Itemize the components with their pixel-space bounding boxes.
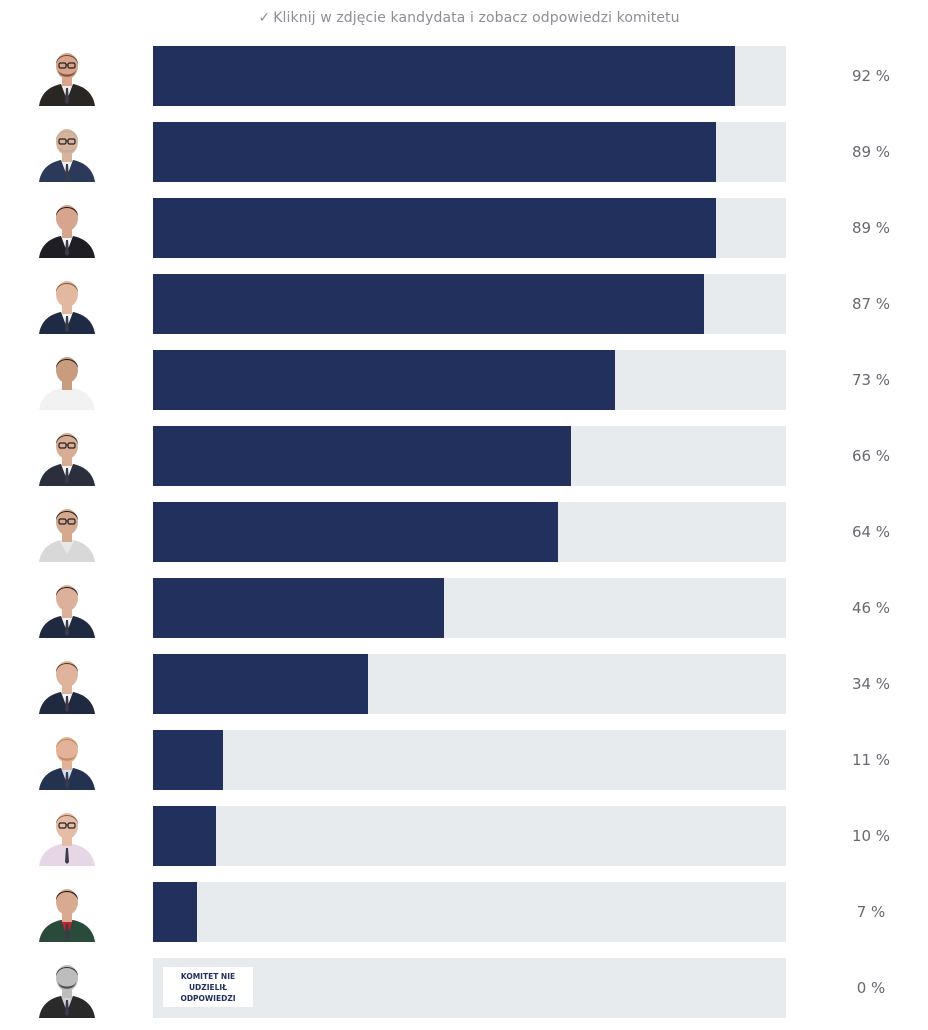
candidate-row: 92 % (0, 46, 928, 106)
bar-track (153, 730, 786, 790)
bar (153, 122, 717, 182)
percent-label: 46 % (851, 599, 891, 617)
candidate-row: 46 % (0, 578, 928, 638)
bar-track (153, 198, 786, 258)
bar-track (153, 578, 786, 638)
bar (153, 578, 445, 638)
check-icon: ✓ (258, 10, 271, 26)
bar-track: KOMITET NIE UDZIELIŁ ODPOWIEDZI (153, 958, 786, 1018)
bar (153, 730, 223, 790)
candidate-photo[interactable] (37, 730, 97, 790)
bar (153, 274, 704, 334)
bar (153, 806, 217, 866)
candidate-row: 10 % (0, 806, 928, 866)
percent-label: 11 % (851, 751, 891, 769)
candidate-photo[interactable] (37, 274, 97, 334)
percent-label: 34 % (851, 675, 891, 693)
bar-track (153, 350, 786, 410)
candidate-row: 11 % (0, 730, 928, 790)
percent-label: 89 % (851, 143, 891, 161)
candidate-photo[interactable] (37, 882, 97, 942)
candidate-row: 89 % (0, 198, 928, 258)
bar (153, 502, 559, 562)
candidate-row: 66 % (0, 426, 928, 486)
candidate-photo[interactable] (37, 122, 97, 182)
candidate-photo[interactable] (37, 806, 97, 866)
percent-label: 87 % (851, 295, 891, 313)
no-answer-label: KOMITET NIE UDZIELIŁ ODPOWIEDZI (163, 967, 253, 1007)
bar (153, 46, 736, 106)
bar (153, 654, 369, 714)
candidate-photo[interactable] (37, 198, 97, 258)
bar-track (153, 882, 786, 942)
bar-track (153, 122, 786, 182)
bar (153, 426, 571, 486)
bar (153, 350, 616, 410)
instruction-hint: ✓ Kliknij w zdjęcie kandydata i zobacz od… (0, 10, 928, 26)
candidate-photo[interactable] (37, 46, 97, 106)
candidate-photo[interactable] (37, 958, 97, 1018)
candidate-row: 7 % (0, 882, 928, 942)
bar-track (153, 806, 786, 866)
candidate-photo[interactable] (37, 426, 97, 486)
percent-label: 0 % (856, 979, 886, 997)
bar-track (153, 502, 786, 562)
instruction-text: Kliknij w zdjęcie kandydata i zobacz odp… (273, 10, 680, 26)
percent-label: 66 % (851, 447, 891, 465)
candidate-row: 87 % (0, 274, 928, 334)
bar-track (153, 426, 786, 486)
candidate-row: 64 % (0, 502, 928, 562)
candidate-photo[interactable] (37, 350, 97, 410)
percent-label: 92 % (851, 67, 891, 85)
candidate-photo[interactable] (37, 578, 97, 638)
percent-label: 64 % (851, 523, 891, 541)
bar-track (153, 654, 786, 714)
candidate-photo[interactable] (37, 502, 97, 562)
percent-label: 7 % (856, 903, 886, 921)
candidate-photo[interactable] (37, 654, 97, 714)
percent-label: 10 % (851, 827, 891, 845)
percent-label: 73 % (851, 371, 891, 389)
candidate-row: 73 % (0, 350, 928, 410)
percent-label: 89 % (851, 219, 891, 237)
candidate-row: KOMITET NIE UDZIELIŁ ODPOWIEDZI 0 % (0, 958, 928, 1018)
candidate-row: 89 % (0, 122, 928, 182)
bar-track (153, 274, 786, 334)
bar (153, 882, 198, 942)
bar-track (153, 46, 786, 106)
bar (153, 198, 717, 258)
candidate-row: 34 % (0, 654, 928, 714)
